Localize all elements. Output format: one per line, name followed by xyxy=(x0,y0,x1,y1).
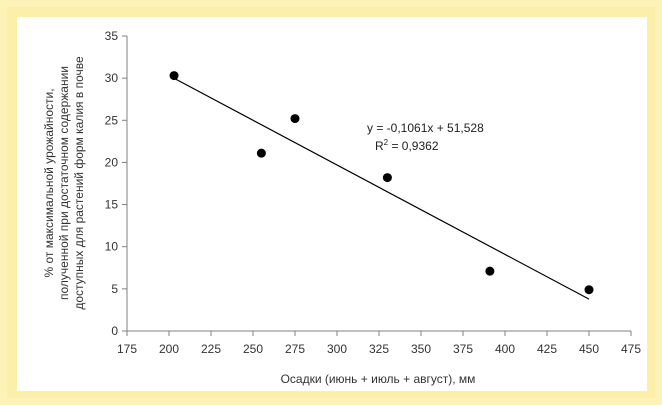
y-tick-label: 5 xyxy=(111,282,118,296)
x-tick-label: 475 xyxy=(621,342,641,356)
data-point xyxy=(256,148,266,158)
chart-panel xyxy=(17,17,647,391)
x-axis-title: Осадки (июнь + июль + август), мм xyxy=(281,372,476,386)
chart-frame xyxy=(7,7,655,398)
x-tick-label: 200 xyxy=(159,342,179,356)
r-squared-label: R2 = 0,9362 xyxy=(375,138,439,153)
y-tick-label: 25 xyxy=(105,113,119,127)
x-tick-label: 350 xyxy=(411,342,431,356)
x-tick-label: 450 xyxy=(579,342,599,356)
data-point xyxy=(169,71,179,81)
y-tick-label: 10 xyxy=(105,240,119,254)
data-point xyxy=(290,114,300,124)
y-axis-title: % от максимальной урожайности, полученно… xyxy=(42,56,86,310)
y-tick-label: 20 xyxy=(105,155,119,169)
x-tick-label: 250 xyxy=(243,342,263,356)
trend-equation: y = -0,1061x + 51,528 xyxy=(367,121,484,135)
y-tick-label: 0 xyxy=(111,324,118,338)
x-tick-label: 425 xyxy=(537,342,557,356)
x-tick-label: 375 xyxy=(453,342,473,356)
y-axis-ticks: 0 5 10 15 20 25 30 35 xyxy=(105,29,127,338)
y-axis-title-line-2: полученной при достаточном содержании xyxy=(57,66,71,300)
data-point xyxy=(584,285,594,295)
y-tick-label: 30 xyxy=(105,71,119,85)
x-tick-label: 400 xyxy=(495,342,515,356)
data-point xyxy=(382,173,392,183)
axes xyxy=(126,36,631,332)
y-axis-title-line-1: % от максимальной урожайности, xyxy=(42,88,56,277)
x-tick-label: 175 xyxy=(117,342,137,356)
x-tick-label: 300 xyxy=(327,342,347,356)
y-tick-label: 35 xyxy=(105,29,119,43)
x-tick-label: 325 xyxy=(369,342,389,356)
x-axis-ticks: 175 200 225 250 275 300 325 350 375 400 425 450 475 xyxy=(117,331,641,356)
y-tick-label: 15 xyxy=(105,198,119,212)
data-point xyxy=(485,266,495,276)
data-points xyxy=(169,71,594,295)
x-tick-label: 275 xyxy=(285,342,305,356)
y-axis-title-line-3: доступных для растений форм калия в почв… xyxy=(72,56,86,310)
trend-line xyxy=(173,77,590,300)
x-tick-label: 225 xyxy=(201,342,221,356)
